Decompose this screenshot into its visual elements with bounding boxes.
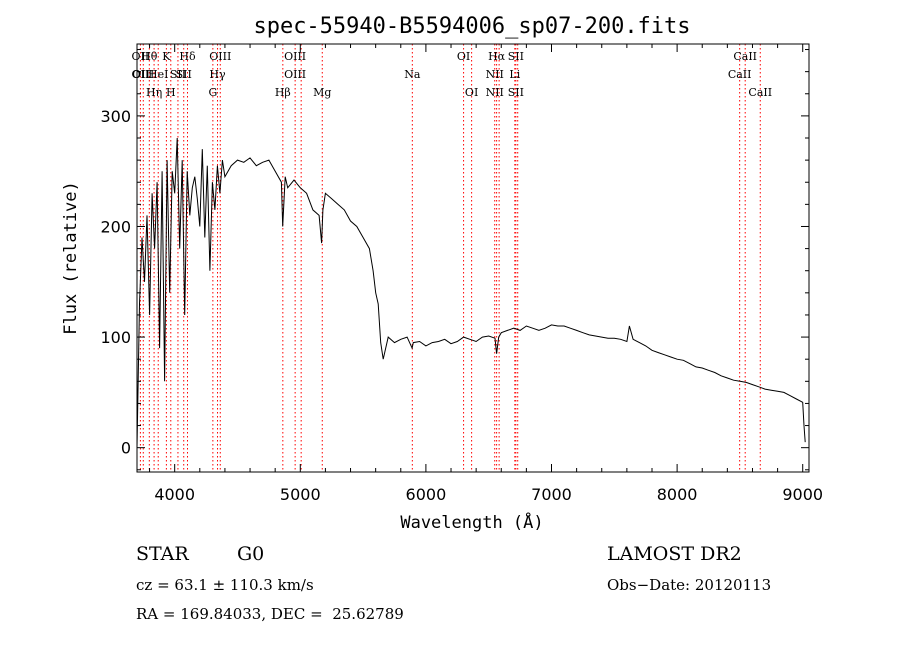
y-tick-label: 200: [100, 217, 131, 236]
line-label: G: [208, 86, 217, 99]
line-marker-group: [139, 44, 761, 472]
line-label: OII: [132, 50, 150, 63]
coordinates: RA = 169.84033, DEC = 25.62789: [136, 605, 404, 623]
line-label: SII: [508, 50, 524, 63]
x-tick-label: 4000: [154, 485, 195, 504]
line-label: K: [162, 50, 171, 63]
x-tick-label: 7000: [531, 485, 572, 504]
line-label: Hβ: [275, 86, 291, 99]
x-tick-label: 9000: [782, 485, 823, 504]
spectrum-line: [136, 137, 806, 448]
x-tick-label: 6000: [406, 485, 447, 504]
x-axis-label: Wavelength (Å): [400, 511, 543, 533]
x-axis-ticks: 4000 5000 6000 7000 8000 9000: [149, 44, 823, 504]
y-tick-label: 100: [100, 328, 131, 347]
line-label: SII: [176, 68, 192, 81]
line-label: SII: [508, 86, 524, 99]
line-label: NII: [486, 68, 504, 81]
chart-title: spec-55940-B5594006_sp07-200.fits: [253, 14, 690, 39]
line-label: Na: [404, 68, 421, 81]
y-tick-label: 300: [100, 107, 131, 126]
x-tick-label: 5000: [280, 485, 321, 504]
line-label: SII: [170, 68, 186, 81]
line-label: CaII: [748, 86, 772, 99]
line-label: NII: [486, 86, 504, 99]
line-label: Mg: [313, 86, 331, 99]
plot-frame: [136, 43, 810, 473]
subclass: G0: [237, 543, 265, 565]
object-class: STAR: [136, 543, 189, 565]
line-label: OI: [465, 86, 478, 99]
line-label: Hη: [146, 86, 162, 99]
obs-date: Obs−Date: 20120113: [607, 576, 772, 594]
line-label: CaII: [733, 50, 757, 63]
y-axis-ticks: 0 100 200 300: [100, 49, 809, 471]
line-label: Hα: [488, 50, 506, 63]
line-label: HeI: [148, 68, 168, 81]
redshift-value: cz = 63.1 ± 110.3 km/s: [136, 576, 314, 594]
line-label: OI: [457, 50, 470, 63]
line-label-group: OIIOIIOIIIHθHηHeIKHSIISIIHδGHγOIIIHβOIII…: [132, 50, 773, 99]
line-label: H: [166, 86, 176, 99]
line-label: CaII: [728, 68, 752, 81]
line-label: OIII: [284, 50, 306, 63]
line-label: Hγ: [209, 68, 226, 81]
y-axis-label: Flux (relative): [61, 181, 81, 335]
line-label: Hδ: [179, 50, 196, 63]
x-tick-label: 8000: [657, 485, 698, 504]
survey-name: LAMOST DR2: [607, 543, 742, 565]
y-tick-label: 0: [121, 439, 131, 458]
line-label: OIII: [284, 68, 306, 81]
line-label: Li: [509, 68, 520, 81]
line-label: OII: [132, 68, 150, 81]
line-label: Hθ: [141, 50, 158, 63]
line-label: OIII: [209, 50, 231, 63]
